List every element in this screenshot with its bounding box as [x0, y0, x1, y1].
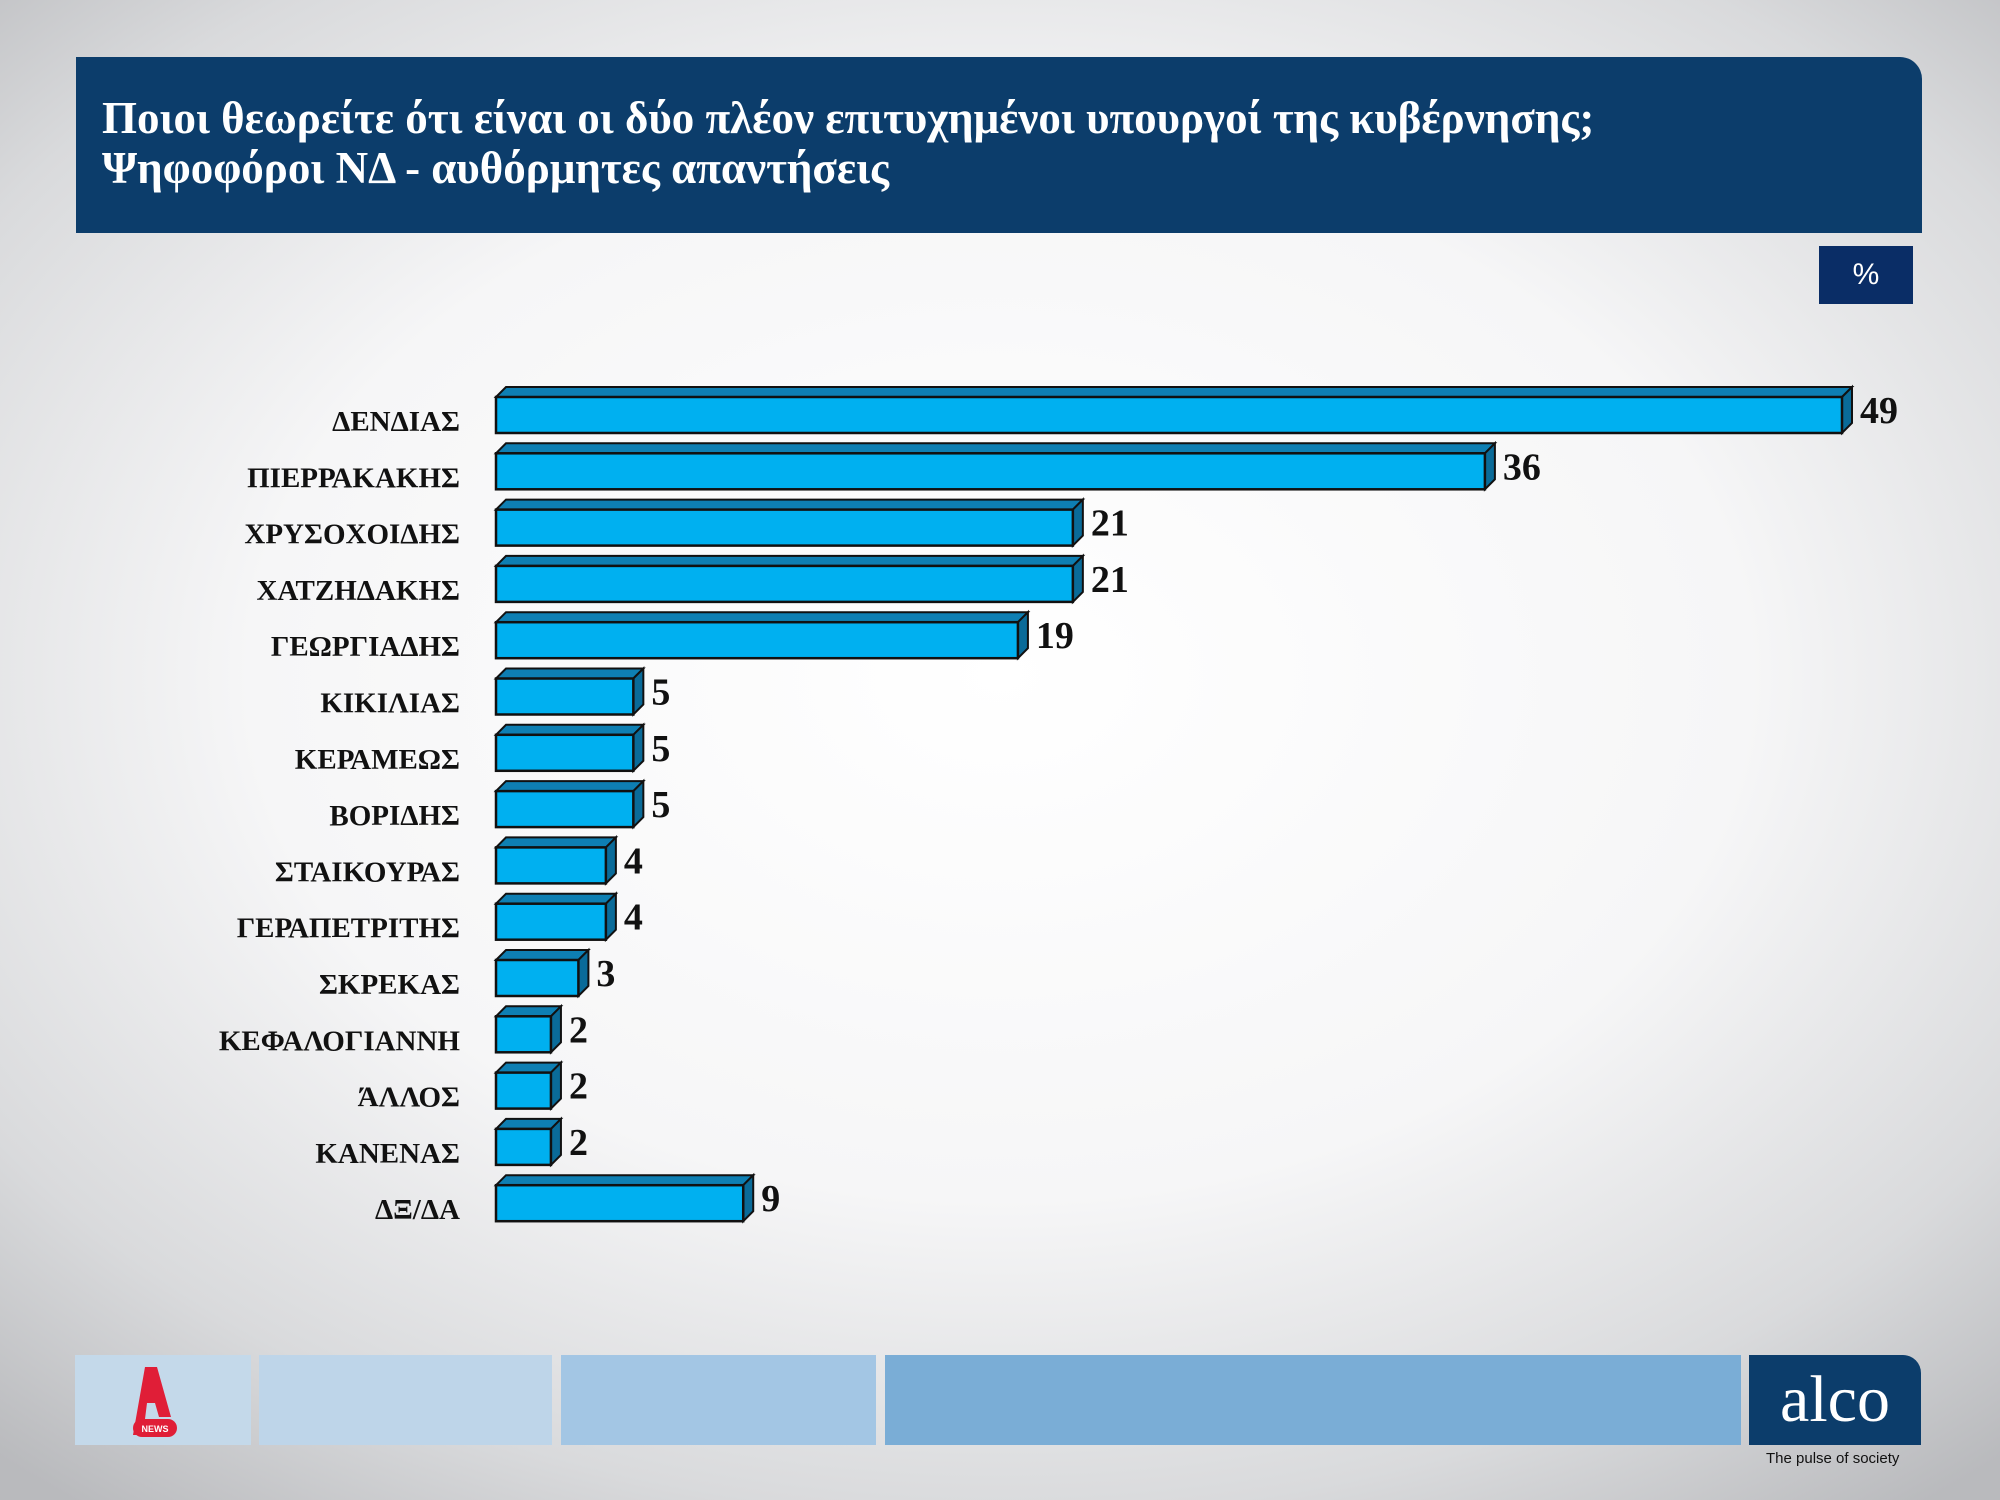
alpha-news-logo: NEWS: [133, 1367, 177, 1437]
category-label: ΆΛΛΟΣ: [358, 1082, 460, 1114]
title-line-1: Ποιοι θεωρείτε ότι είναι οι δύο πλέον επ…: [102, 93, 1595, 143]
category-label: ΓΕΡΑΠΕΤΡΙΤΗΣ: [237, 913, 460, 945]
bar: [494, 564, 1075, 604]
value-label: 2: [569, 1009, 588, 1051]
value-label: 2: [569, 1122, 588, 1164]
footer-band-2: [561, 1355, 876, 1445]
chart-title-banner: Ποιοι θεωρείτε ότι είναι οι δύο πλέον επ…: [76, 57, 1922, 233]
bar: [494, 733, 635, 773]
bar: [494, 1071, 553, 1110]
bar-top-face: [493, 667, 646, 680]
category-label: ΚΑΝΕΝΑΣ: [315, 1138, 460, 1170]
value-label: 9: [761, 1178, 780, 1220]
bar-top-face: [493, 611, 1031, 624]
value-label: 19: [1036, 615, 1074, 657]
bar: [494, 452, 1487, 491]
value-label: 5: [651, 728, 670, 770]
value-label: 2: [569, 1066, 588, 1108]
category-label: ΔΕΝΔΙΑΣ: [332, 406, 460, 438]
category-label: ΚΙΚΙΛΙΑΣ: [320, 688, 460, 720]
value-label: 21: [1091, 559, 1129, 601]
value-label: 4: [624, 897, 643, 939]
category-label: ΚΕΡΑΜΕΩΣ: [295, 744, 460, 776]
category-label: ΠΙΕΡΡΑΚΑΚΗΣ: [247, 462, 460, 494]
alco-logo: alco: [1749, 1355, 1921, 1445]
bar: [494, 395, 1844, 435]
bar: [494, 620, 1020, 660]
category-label: ΓΕΩΡΓΙΑΔΗΣ: [271, 631, 460, 663]
bar-top-face: [493, 723, 646, 736]
bar-top-face: [493, 892, 619, 905]
category-label: ΣΤΑΙΚΟΥΡΑΣ: [275, 856, 460, 888]
unit-badge: %: [1819, 246, 1913, 304]
bar: [494, 902, 608, 941]
category-label: ΒΟΡΙΔΗΣ: [329, 800, 460, 832]
category-label: ΔΞ/ΔΑ: [375, 1194, 460, 1226]
alco-tagline: The pulse of society: [1766, 1450, 1900, 1467]
bar-top-face: [493, 1174, 756, 1187]
title-line-2: Ψηφοφόροι ΝΔ - αυθόρμητες απαντήσεις: [102, 143, 890, 193]
bar-top-face: [493, 554, 1086, 567]
bar: [494, 789, 635, 829]
footer-band-1: [259, 1355, 552, 1445]
bar: [494, 958, 580, 998]
category-label: ΣΚΡΕΚΑΣ: [319, 969, 460, 1001]
bar: [494, 1015, 553, 1054]
category-label: ΧΑΤΖΗΔΑΚΗΣ: [256, 575, 460, 607]
bar: [494, 846, 608, 885]
value-label: 49: [1860, 390, 1898, 432]
category-label: ΧΡΥΣΟΧΟΙΔΗΣ: [244, 519, 460, 551]
bar: [494, 1183, 745, 1223]
value-label: 4: [624, 840, 643, 882]
bar-top-face: [493, 780, 646, 793]
value-label: 3: [596, 953, 615, 995]
category-label: ΚΕΦΑΛΟΓΙΑΝΝΗ: [219, 1025, 461, 1057]
footer-band-3: [885, 1355, 1741, 1445]
bar: [494, 1127, 553, 1167]
bar: [494, 508, 1075, 547]
bar-top-face: [493, 498, 1086, 511]
value-label: 5: [651, 672, 670, 714]
value-label: 5: [651, 784, 670, 826]
value-label: 36: [1503, 446, 1541, 488]
bar-top-face: [493, 836, 619, 849]
alpha-news-logo-box: NEWS: [75, 1355, 251, 1445]
value-label: 21: [1091, 503, 1129, 545]
bar-top-face: [493, 949, 591, 961]
bar: [494, 677, 635, 716]
bar-top-face: [493, 442, 1498, 455]
svg-text:NEWS: NEWS: [142, 1424, 169, 1434]
bar-top-face: [493, 386, 1855, 398]
